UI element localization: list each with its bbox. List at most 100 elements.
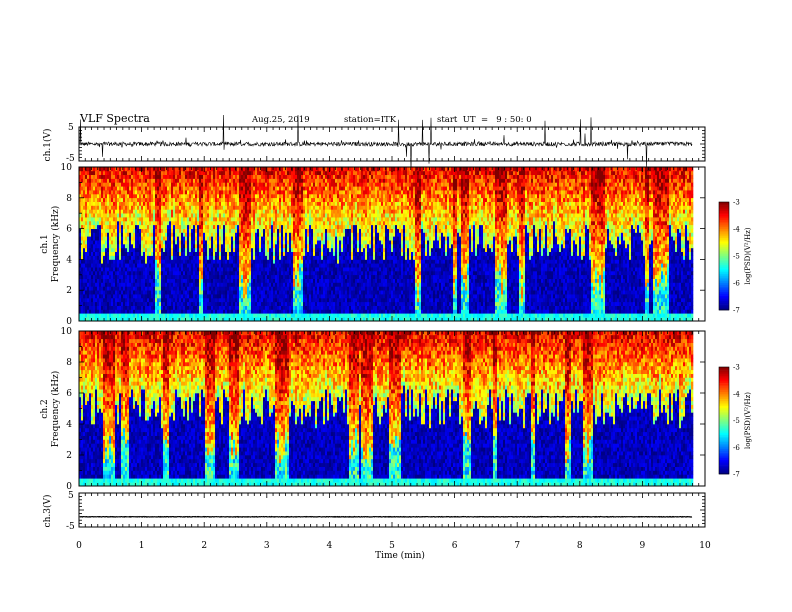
spectrogram-cell [215, 255, 218, 260]
spectrogram-cell [167, 263, 170, 268]
spectrogram-cell [213, 313, 216, 318]
spectrogram-cell [99, 190, 102, 195]
spectrogram-cell [231, 317, 234, 322]
spectrogram-cell [181, 220, 184, 226]
spectrogram-cell [105, 274, 108, 279]
spectrogram-cell [113, 220, 116, 226]
spectrogram-cell [91, 290, 94, 295]
spectrogram-cell [279, 301, 282, 306]
spectrogram-cell [105, 263, 108, 268]
spectrogram-cell [187, 220, 190, 226]
spectrogram-cell [175, 251, 178, 256]
spectrogram-cell [187, 317, 190, 322]
spectrogram-cell [135, 270, 138, 276]
spectrogram-cell [209, 186, 212, 191]
spectrogram-cell [161, 278, 164, 283]
spectrogram-cell [285, 259, 288, 264]
spectrogram-cell [303, 236, 306, 241]
spectrogram-cell [297, 220, 300, 226]
spectrogram-cell [311, 297, 314, 303]
spectrogram-cell [297, 305, 300, 310]
spectrogram-cell [251, 182, 254, 187]
spectrogram-cell [221, 201, 224, 206]
spectrogram-cell [251, 244, 254, 249]
spectrogram-cell [231, 190, 234, 195]
spectrogram-cell [269, 290, 272, 295]
spectrogram-cell [135, 186, 138, 191]
spectrogram-cell [281, 193, 284, 199]
spectrogram-cell [277, 259, 280, 264]
spectrogram-cell [195, 278, 198, 283]
spectrogram-cell [217, 209, 220, 214]
spectrogram-cell [191, 220, 194, 226]
spectrogram-cell [207, 232, 210, 237]
spectrogram-cell [103, 190, 106, 195]
spectrogram-cell [199, 286, 202, 291]
spectrogram-cell [239, 228, 242, 233]
spectrogram-cell [187, 305, 190, 310]
spectrogram-cell [163, 274, 166, 279]
spectrogram-cell [305, 247, 308, 252]
spectrogram-cell [235, 220, 238, 226]
spectrogram-cell [265, 263, 268, 268]
spectrogram-cell [89, 186, 92, 191]
spectrogram-cell [301, 209, 304, 214]
spectrogram-cell [87, 294, 90, 299]
spectrogram-cell [101, 205, 104, 210]
spectrogram-cell [307, 305, 310, 310]
spectrogram-cell [287, 193, 290, 199]
spectrogram-cell [307, 255, 310, 260]
spectrogram-cell [91, 178, 94, 183]
spectrogram-cell [273, 297, 276, 303]
spectrogram-cell [279, 201, 282, 206]
spectrogram-cell [113, 201, 116, 206]
spectrogram-cell [213, 170, 216, 175]
spectrogram-cell [111, 282, 114, 287]
spectrogram-cell [309, 297, 312, 303]
spectrogram-cell [265, 167, 268, 172]
spectrogram-cell [141, 309, 144, 314]
spectrogram-cell [185, 309, 188, 314]
spectrogram-cell [149, 228, 152, 233]
spectrogram-cell [81, 259, 84, 264]
spectrogram-cell [207, 263, 210, 268]
spectrogram-cell [83, 232, 86, 237]
spectrogram-cell [315, 224, 318, 229]
spectrogram-cell [241, 201, 244, 206]
spectrogram-cell [141, 209, 144, 214]
spectrogram-cell [269, 297, 272, 303]
spectrogram-cell [89, 228, 92, 233]
spectrogram-cell [259, 270, 262, 276]
spectrogram-cell [239, 309, 242, 314]
spectrogram-cell [241, 309, 244, 314]
spectrogram-cell [161, 217, 164, 222]
spectrogram-cell [173, 186, 176, 191]
spectrogram-cell [189, 178, 192, 183]
spectrogram-cell [141, 240, 144, 245]
spectrogram-cell [235, 167, 238, 172]
spectrogram-cell [203, 224, 206, 229]
spectrogram-cell [239, 305, 242, 310]
spectrogram-cell [171, 174, 174, 179]
spectrogram-cell [187, 259, 190, 264]
spectrogram-cell [149, 170, 152, 175]
spectrogram-cell [275, 267, 278, 272]
spectrogram-cell [293, 232, 296, 237]
spectrogram-cell [279, 236, 282, 241]
spectrogram-cell [231, 286, 234, 291]
spectrogram-cell [101, 301, 104, 306]
spectrogram-cell [299, 232, 302, 237]
spectrogram-cell [219, 244, 222, 249]
spectrogram-cell [147, 290, 150, 295]
spectrogram-cell [309, 167, 312, 172]
spectrogram-cell [121, 182, 124, 187]
spectrogram-cell [93, 228, 96, 233]
spectrogram-cell [125, 167, 128, 172]
spectrogram-cell [215, 240, 218, 245]
spectrogram-cell [95, 228, 98, 233]
spectrogram-cell [107, 282, 110, 287]
spectrogram-cell [315, 228, 318, 233]
spectrogram-cell [139, 267, 142, 272]
spectrogram-cell [301, 278, 304, 283]
spectrogram-cell [257, 236, 260, 241]
